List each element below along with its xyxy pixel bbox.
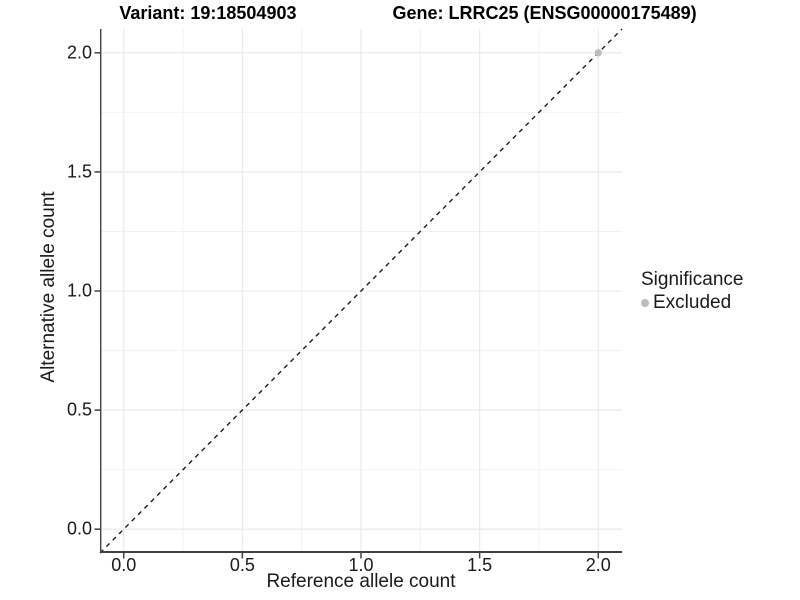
plot-title: Variant: 19:18504903 Gene: LRRC25 (ENSG0… bbox=[0, 3, 800, 24]
legend-point-icon bbox=[641, 298, 649, 307]
legend-item-excluded: Excluded bbox=[641, 292, 743, 313]
x-tick-label: 2.0 bbox=[585, 555, 611, 575]
plot-title-gene: Gene: LRRC25 (ENSG00000175489) bbox=[392, 3, 697, 23]
plot-title-variant: Variant: 19:18504903 bbox=[119, 3, 297, 23]
y-tick-label: 0.5 bbox=[66, 399, 92, 420]
x-tick-label: 0.0 bbox=[111, 555, 137, 575]
legend: Significance Excluded bbox=[641, 269, 743, 313]
legend-title: Significance bbox=[641, 269, 744, 290]
x-tick-label: 1.5 bbox=[467, 555, 493, 575]
x-tick-label: 0.5 bbox=[229, 555, 255, 575]
y-tick-label: 2.0 bbox=[66, 42, 92, 63]
y-axis-tick-labels: 0.0 0.5 1.0 1.5 2.0 bbox=[0, 29, 94, 553]
legend-item-label: Excluded bbox=[653, 292, 732, 313]
plot-panel bbox=[94, 28, 623, 559]
data-point-excluded bbox=[594, 49, 602, 57]
y-tick-label: 1.5 bbox=[66, 161, 92, 182]
x-tick-label: 1.0 bbox=[348, 555, 374, 575]
x-axis-tick-labels: 0.0 0.5 1.0 1.5 2.0 bbox=[100, 555, 622, 577]
identity-dashed-line bbox=[99, 28, 623, 554]
y-tick-label: 1.0 bbox=[66, 280, 92, 301]
legend-items: Excluded bbox=[641, 292, 743, 313]
chart-canvas bbox=[94, 28, 623, 559]
y-tick-label: 0.0 bbox=[66, 518, 92, 539]
x-axis-title: Reference allele count bbox=[266, 571, 456, 592]
